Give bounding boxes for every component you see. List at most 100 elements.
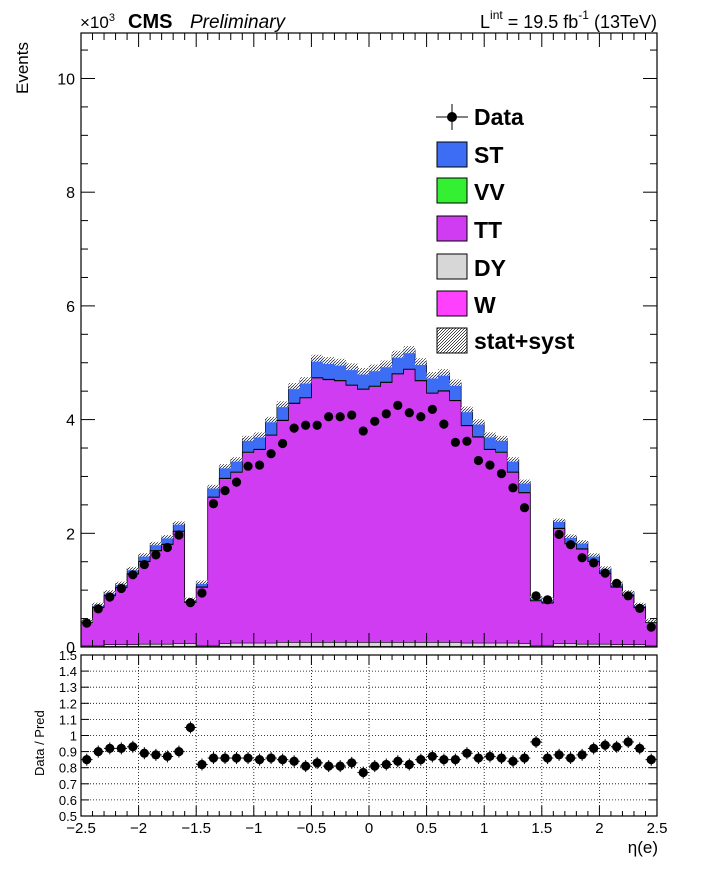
ratio-point — [600, 740, 610, 750]
bar-dy — [357, 642, 370, 647]
bar-tt — [369, 386, 381, 643]
bar-tt — [230, 472, 243, 644]
stat-syst-bin — [311, 354, 323, 362]
status-label: Preliminary — [190, 12, 287, 33]
ratio-point — [531, 737, 541, 747]
stat-syst-bin — [242, 435, 254, 441]
bar-tt — [392, 374, 404, 643]
legend-data-marker-dot — [447, 112, 457, 122]
ratio-x-tick-label: 0.5 — [416, 820, 437, 837]
bar-tt — [645, 622, 658, 646]
data-point — [427, 404, 437, 414]
bar-dy — [276, 642, 289, 647]
ratio-point — [93, 747, 103, 757]
ratio-point — [508, 756, 518, 766]
bar-dy — [115, 644, 128, 647]
bar-tt — [576, 549, 589, 645]
bar-dy — [495, 643, 508, 647]
ratio-point — [174, 747, 184, 757]
bar-dy — [242, 643, 255, 647]
stat-syst-bin — [357, 367, 369, 375]
bar-st — [242, 438, 255, 452]
bar-dy — [334, 642, 347, 647]
bar-dy — [184, 643, 197, 647]
bar-st — [173, 523, 186, 532]
stat-syst-bin — [426, 371, 439, 379]
ratio-point — [485, 751, 495, 762]
stat-syst-bin — [472, 419, 485, 425]
bar-st — [415, 361, 427, 381]
ratio-point — [151, 750, 161, 760]
legend-swatch-vv — [436, 177, 468, 204]
bar-st — [461, 409, 474, 426]
data-point — [105, 592, 115, 602]
stat-syst-bin — [645, 618, 657, 622]
legend-label-st: ST — [474, 142, 503, 168]
ratio-point — [577, 750, 587, 760]
ratio-point — [496, 753, 507, 763]
data-point — [589, 558, 599, 568]
data-point — [439, 419, 449, 429]
bar-st — [553, 520, 566, 529]
stat-syst-bin — [507, 457, 519, 462]
bar-dy — [645, 645, 658, 647]
bar-tt — [633, 607, 646, 645]
bar-dy — [564, 643, 577, 647]
bar-dy — [161, 644, 174, 647]
ratio-x-tick-label: 2 — [595, 820, 603, 837]
stack-series-dy — [81, 642, 658, 647]
legend: Data ST VV TT DY W — [436, 104, 575, 354]
stat-syst-bin — [415, 358, 427, 366]
data-point — [381, 409, 391, 419]
legend-swatch-stat-syst — [436, 327, 468, 354]
data-point — [612, 578, 622, 588]
bar-dy — [426, 642, 439, 647]
bar-tt — [288, 403, 301, 643]
bar-dy — [230, 643, 243, 647]
bar-tt — [311, 378, 324, 643]
bar-dy — [92, 645, 105, 647]
bar-st — [265, 419, 278, 435]
bar-dy — [484, 643, 497, 647]
data-point — [162, 542, 172, 553]
stat-syst-bin — [115, 581, 128, 586]
stat-syst-bin — [449, 379, 462, 386]
bar-tt — [173, 531, 186, 644]
data-point — [324, 412, 334, 422]
bar-dy — [173, 643, 186, 647]
ratio-point — [542, 753, 553, 763]
experiment-label: CMS — [128, 11, 172, 33]
bar-dy — [472, 643, 485, 647]
data-point — [416, 412, 426, 422]
legend-swatch-w — [436, 290, 468, 317]
bar-tt — [449, 400, 462, 643]
legend-label-dy: DY — [474, 255, 506, 281]
bar-dy — [345, 642, 358, 647]
legend-label-stat-syst: stat+syst — [474, 328, 575, 354]
ratio-point — [439, 755, 449, 765]
main-y-tick-label: 8 — [66, 185, 75, 202]
data-point — [266, 449, 276, 459]
data-points — [82, 400, 656, 632]
stat-syst-bin — [438, 369, 450, 376]
ratio-point — [289, 756, 299, 766]
ratio-y-tick-label: 0.7 — [59, 777, 77, 792]
legend-entry-data: Data — [436, 104, 524, 130]
bar-dy — [438, 642, 451, 647]
bar-dy — [207, 645, 220, 647]
ratio-x-ticks: −2.5 −2 −1.5 −1 −0.5 0 0.5 1 1.5 2 2.5 — [66, 655, 667, 837]
ratio-point — [519, 753, 530, 763]
ratio-point — [358, 767, 368, 778]
data-point — [554, 529, 564, 540]
bar-tt — [276, 420, 289, 643]
ratio-x-tick-label: −0.5 — [297, 820, 327, 837]
ratio-point — [278, 755, 288, 765]
legend-label-tt: TT — [474, 217, 502, 243]
stat-syst-bin — [484, 432, 496, 438]
ratio-grid — [81, 655, 657, 816]
main-y-axis-title: Events — [13, 42, 32, 94]
bar-tt — [115, 587, 128, 645]
main-y-tick-label: 4 — [66, 413, 75, 430]
legend-label-w: W — [474, 292, 496, 318]
ratio-point — [635, 743, 645, 753]
